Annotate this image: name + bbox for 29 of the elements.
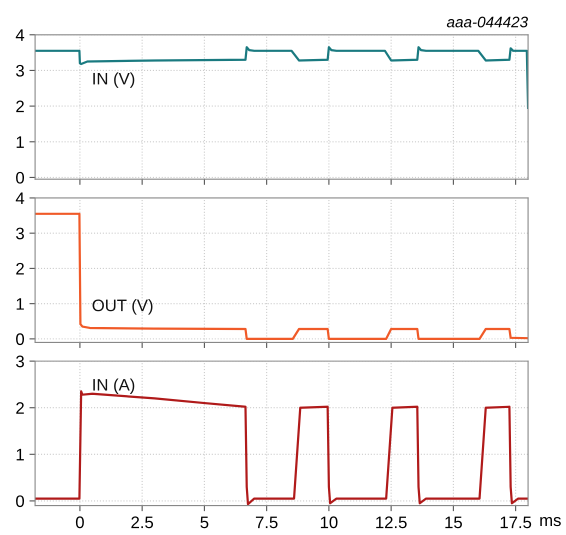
- series-label: IN (V): [93, 72, 134, 88]
- x-tick-label: 7.5: [256, 516, 278, 528]
- y-tick-label: 4: [16, 29, 24, 41]
- y-tick-label: 1: [16, 136, 24, 148]
- y-tick-label: 3: [16, 356, 24, 368]
- series-label: IN (A): [93, 378, 134, 394]
- x-tick-label: 17.5: [500, 516, 532, 528]
- line-series: [35, 212, 528, 340]
- y-tick-label: 3: [16, 64, 24, 77]
- y-tick-label: 2: [16, 100, 24, 112]
- x-axis-title: ms: [540, 517, 561, 526]
- line-series: [35, 46, 528, 109]
- y-tick-label: 2: [16, 402, 24, 414]
- y-tick-label: 1: [16, 448, 24, 460]
- y-tick-label: 3: [16, 228, 24, 240]
- text: aaa-044423: [446, 16, 528, 28]
- x-tick-label: 0: [76, 516, 84, 528]
- x-tick-label: 15: [445, 516, 462, 528]
- x-tick-label: 12.5: [376, 516, 407, 528]
- x-tick-label: 10: [320, 516, 338, 528]
- series-label: OUT (V): [92, 299, 152, 315]
- y-tick-label: 1: [16, 298, 24, 310]
- x-tick-label: 2.5: [131, 516, 154, 528]
- y-tick-label: 0: [16, 333, 24, 346]
- y-tick-label: 2: [16, 262, 24, 274]
- y-tick-label: 0: [16, 495, 24, 508]
- x-tick-label: 5: [200, 516, 208, 528]
- y-tick-label: 0: [16, 172, 24, 184]
- y-tick-label: 4: [16, 192, 24, 204]
